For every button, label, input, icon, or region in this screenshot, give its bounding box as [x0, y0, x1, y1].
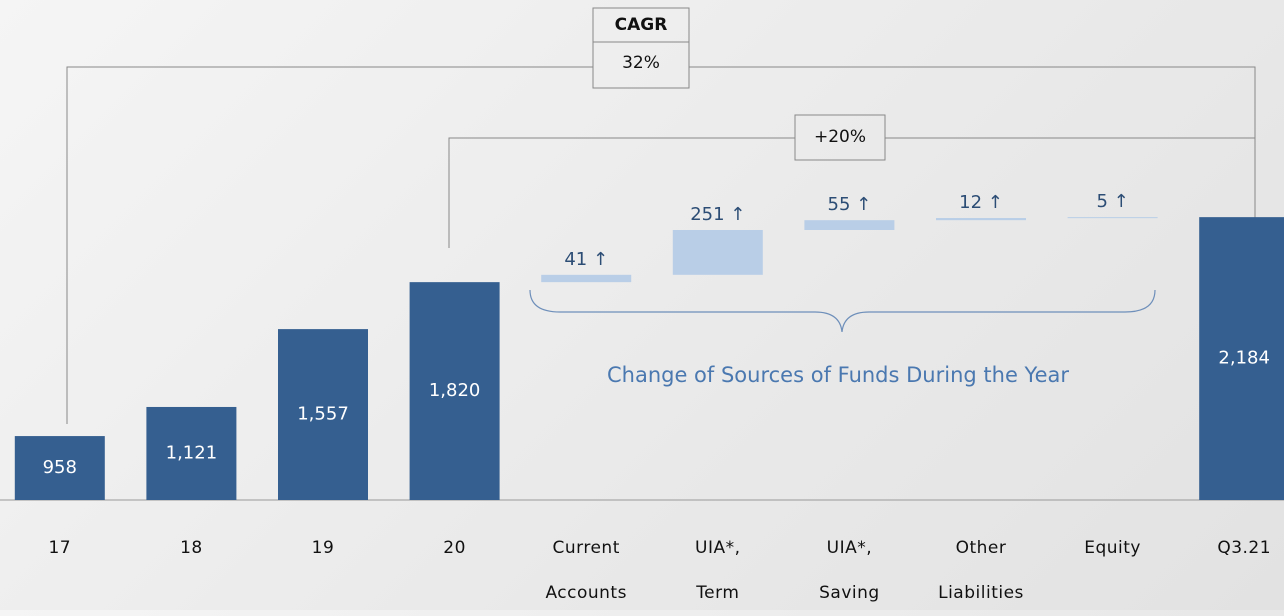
increment-bar — [804, 220, 895, 230]
x-tick-label: Equity — [1084, 538, 1141, 558]
value-label: 958 — [43, 457, 77, 478]
growth-box — [794, 114, 886, 161]
increment-bar — [672, 230, 763, 275]
value-label: 1,557 — [297, 404, 349, 425]
increment-bar — [541, 274, 632, 283]
cagr-box — [592, 7, 690, 89]
value-label: 41 ↑ — [564, 249, 608, 270]
x-tick-label: 19 — [311, 538, 335, 558]
increment-bar — [1067, 217, 1158, 219]
x-tick-label: Q3.21 — [1217, 538, 1272, 558]
increment-bar — [936, 218, 1026, 221]
bar — [409, 282, 500, 500]
growth-value: +20% — [814, 127, 866, 147]
value-label: 1,820 — [429, 380, 481, 401]
value-label: 251 ↑ — [690, 204, 745, 225]
cagr-value: 32% — [622, 53, 660, 73]
bar — [14, 436, 105, 500]
cagr-bracket — [66, 66, 1256, 424]
value-label: 2,184 — [1218, 348, 1270, 369]
bar — [146, 406, 237, 500]
bar — [1199, 217, 1284, 500]
value-label: 5 ↑ — [1096, 191, 1128, 212]
value-label: 12 ↑ — [959, 192, 1003, 213]
value-label: 1,121 — [166, 442, 218, 463]
cagr-title: CAGR — [615, 15, 668, 35]
brace — [529, 289, 1156, 333]
x-tick-label: 20 — [443, 538, 466, 558]
x-tick-label: 17 — [48, 538, 72, 558]
brace-label: Change of Sources of Funds During the Ye… — [607, 363, 1069, 387]
x-tick-label: UIA*, Saving — [819, 538, 880, 603]
x-tick-label: UIA*, Term — [695, 538, 741, 603]
bar — [278, 329, 368, 500]
x-tick-label: 18 — [180, 538, 203, 558]
value-label: 55 ↑ — [828, 194, 872, 215]
x-tick-label: Other Liabilities — [938, 538, 1024, 603]
growth-bracket — [448, 137, 1255, 248]
x-tick-label: Current Accounts — [545, 538, 627, 603]
